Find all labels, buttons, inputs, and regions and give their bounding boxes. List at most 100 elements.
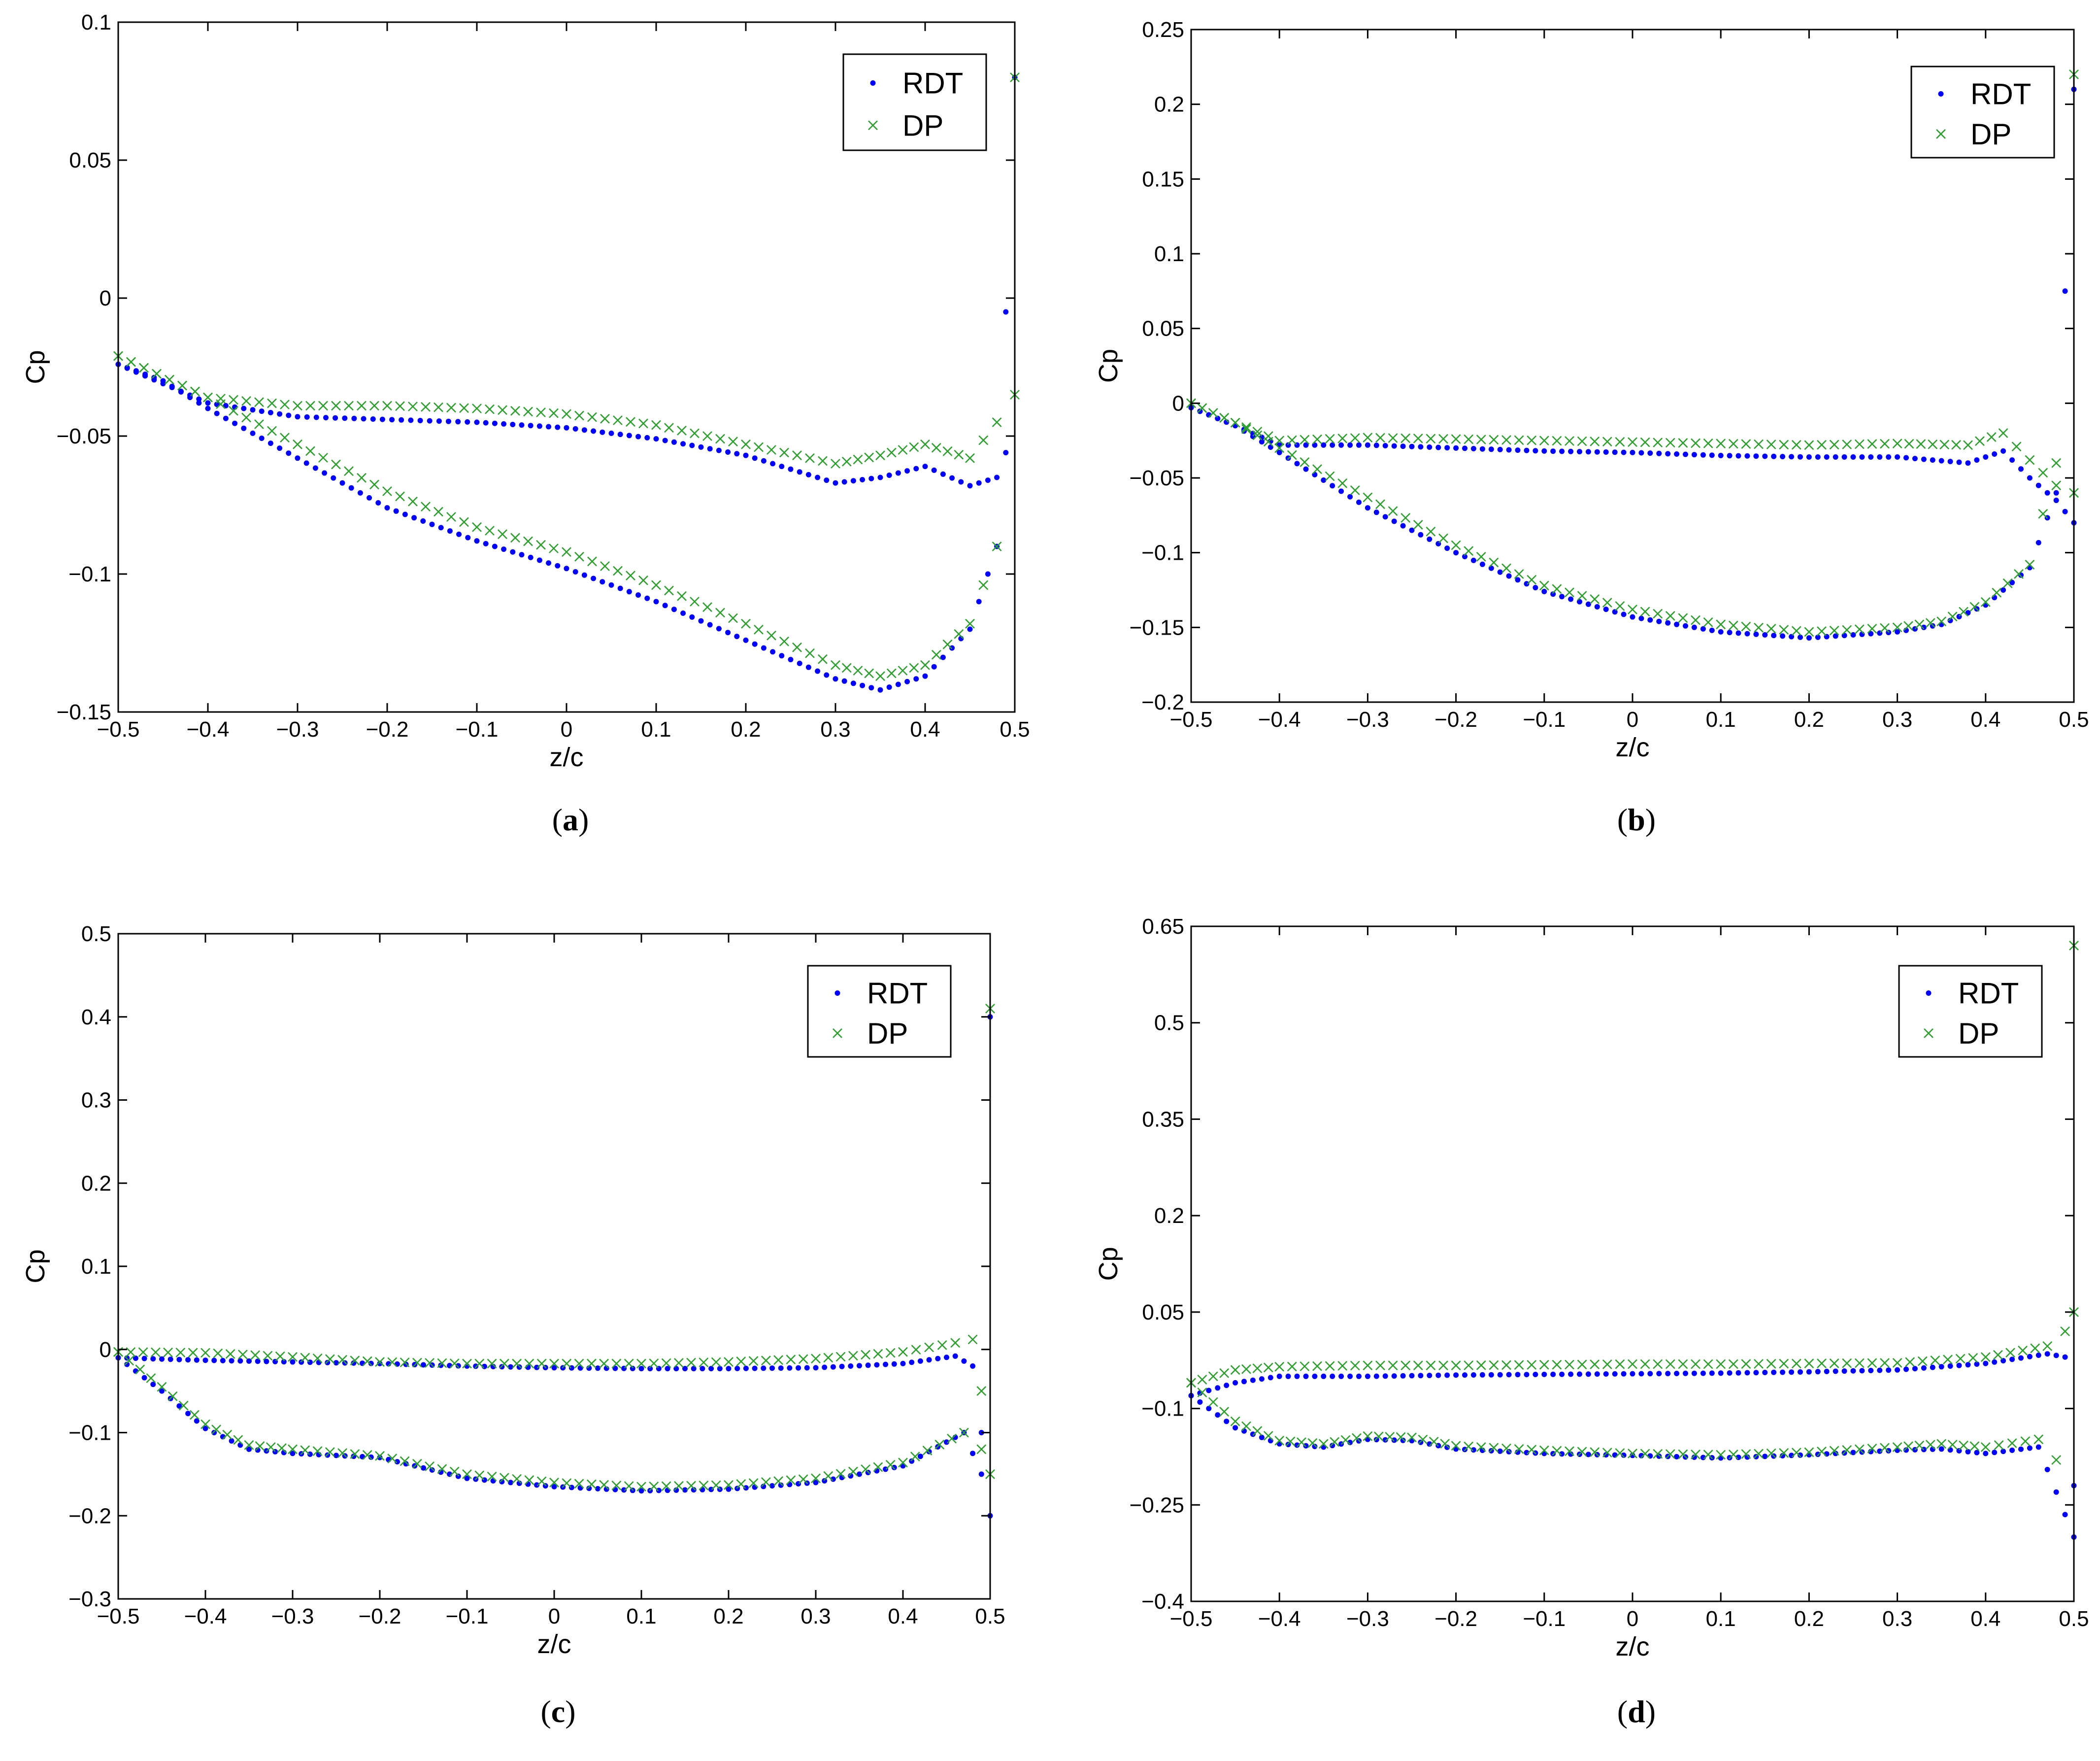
dp-point (1766, 440, 1776, 449)
rdt-point (778, 1482, 784, 1488)
rdt-point (1559, 448, 1565, 454)
x-tick-label: 0 (548, 1604, 560, 1628)
dp-point (1350, 1360, 1360, 1371)
dp-point (1219, 1368, 1230, 1378)
dp-point (1451, 1360, 1461, 1371)
rdt-point (1753, 453, 1759, 459)
dp-point (1947, 611, 1958, 622)
dp-point (288, 1352, 298, 1362)
rdt-point (913, 466, 919, 472)
rdt-point (1577, 449, 1582, 455)
x-tick-label: 0.5 (2059, 1607, 2089, 1631)
rdt-point (1568, 596, 1574, 602)
dp-point (761, 1355, 771, 1366)
dp-point (1552, 436, 1562, 446)
dp-point (1678, 1449, 1688, 1459)
rdt-point (1003, 450, 1009, 456)
rdt-point (680, 610, 686, 616)
dp-point (244, 1440, 254, 1450)
dp-point (1791, 1448, 1801, 1457)
rdt-point (1215, 1412, 1221, 1418)
rdt-point (707, 446, 713, 452)
rdt-point (429, 1467, 435, 1473)
rdt-point (1003, 309, 1009, 315)
dp-point (412, 1458, 422, 1469)
rdt-point (1497, 1448, 1503, 1454)
dp-point (412, 1357, 422, 1368)
rdt-point (1771, 633, 1777, 639)
rdt-point (325, 1359, 331, 1365)
rdt-point (1868, 631, 1874, 637)
dp-point (1640, 1449, 1650, 1459)
rdt-point (259, 436, 265, 441)
rdt-point (1356, 1373, 1362, 1379)
dp-point (562, 1478, 572, 1488)
rdt-point (778, 1365, 784, 1371)
dp-point (1489, 1443, 1499, 1453)
dp-point (449, 1358, 460, 1368)
rdt-point (312, 465, 318, 471)
caption-letter: d (1628, 1694, 1645, 1729)
rdt-point (501, 546, 507, 552)
dp-point (1539, 1359, 1549, 1370)
dp-point (135, 1364, 145, 1375)
rdt-point (1877, 1367, 1883, 1373)
rdt-point (952, 1353, 958, 1359)
rdt-point (368, 1454, 374, 1460)
y-tick-label: −0.15 (1130, 615, 1184, 640)
dp-point (395, 491, 405, 502)
x-tick-label: 0 (1627, 1607, 1638, 1631)
dp-point (1914, 1440, 1925, 1451)
rdt-point (726, 1486, 732, 1492)
dp-point (586, 1358, 597, 1369)
rdt-point (787, 1365, 793, 1371)
dp-point (549, 1358, 559, 1369)
x-axis-label: z/c (549, 743, 583, 772)
dp-point (1274, 443, 1285, 453)
x-tick-label: 0.4 (1970, 708, 2000, 732)
rdt-point (1735, 1370, 1741, 1376)
dp-point (1577, 436, 1587, 446)
dp-point (400, 1357, 410, 1367)
dp-point (1337, 433, 1348, 443)
dp-point (2051, 1455, 2062, 1465)
dp-point (2038, 468, 2048, 478)
dp-point (498, 529, 507, 540)
series-rdt (115, 74, 1018, 693)
dp-point (1263, 437, 1273, 447)
dp-point (446, 403, 456, 413)
x-tick-label: 0.2 (713, 1604, 743, 1628)
rdt-point (1338, 1373, 1344, 1379)
legend-marker-dp (833, 1028, 842, 1038)
rdt-point (1956, 459, 1962, 465)
rdt-point (891, 1361, 897, 1367)
dp-point (474, 1470, 485, 1481)
dp-point (188, 1348, 198, 1358)
rdt-point (246, 1358, 252, 1364)
dp-point (485, 404, 495, 414)
rdt-point (857, 1363, 862, 1369)
dp-point (1615, 601, 1625, 611)
rdt-point (680, 441, 686, 447)
dp-point (375, 1357, 385, 1367)
rdt-point (770, 461, 776, 467)
rdt-point (1382, 443, 1388, 448)
dp-point (1363, 1431, 1373, 1441)
dp-point (421, 402, 431, 412)
rdt-point (2009, 579, 2015, 585)
dp-point (124, 1355, 134, 1366)
dp-point (1854, 624, 1865, 635)
dp-point (200, 1348, 210, 1358)
dp-point (1590, 1359, 1600, 1370)
dp-point (1930, 1355, 1940, 1365)
rdt-point (1533, 1372, 1538, 1377)
rdt-point (877, 687, 883, 693)
dp-point (1854, 439, 1865, 449)
rdt-point (1400, 1437, 1406, 1443)
rdt-point (1215, 1385, 1221, 1391)
rdt-point (1541, 1371, 1547, 1377)
rdt-point (976, 480, 982, 486)
dp-point (138, 1347, 148, 1357)
dp-point (498, 405, 507, 415)
rdt-point (2018, 1355, 2024, 1361)
